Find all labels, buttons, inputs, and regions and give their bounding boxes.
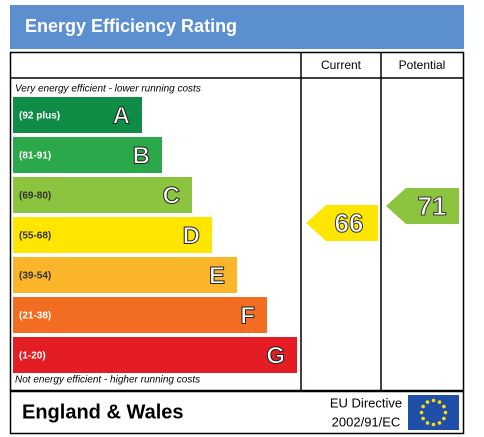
- band-letter: D: [183, 222, 200, 249]
- band-bar: [13, 177, 192, 213]
- eu-star: [421, 404, 425, 409]
- directive-line: EU Directive: [330, 395, 402, 410]
- main-frame: [9, 51, 465, 392]
- header-title: Energy Efficiency Rating: [25, 16, 237, 36]
- band-letter: B: [133, 142, 150, 169]
- current-rating: 66: [335, 208, 364, 238]
- footer-frame: [9, 390, 465, 435]
- band-letter: F: [240, 302, 255, 329]
- band-range: (81-91): [19, 151, 51, 162]
- eu-star: [419, 410, 424, 415]
- band-bar: [13, 297, 267, 333]
- eu-stars: [419, 398, 448, 427]
- band-letter: A: [113, 102, 130, 129]
- potential-rating: 71: [418, 191, 447, 221]
- column-header: Current: [321, 58, 362, 72]
- top-note: Very energy efficient - lower running co…: [15, 84, 201, 95]
- current-arrow: [306, 205, 378, 241]
- directive-line: 2002/91/EC: [332, 414, 401, 429]
- band-bar: [13, 337, 297, 373]
- band-range: (69-80): [19, 191, 51, 202]
- eu-star: [442, 416, 446, 421]
- eu-star: [437, 400, 442, 404]
- bands: (92 plus) A (81-91) B (69-80) C (55-68) D (39-54…: [13, 97, 297, 373]
- header-bar: [10, 5, 464, 49]
- band-letter: G: [266, 342, 285, 369]
- band-bar: [13, 97, 142, 133]
- eu-star: [431, 398, 436, 403]
- band-bar: [13, 137, 162, 173]
- potential-arrow: [386, 188, 459, 224]
- band-range: (92 plus): [19, 111, 60, 122]
- eu-star: [443, 410, 448, 415]
- eu-star: [425, 421, 430, 425]
- band-bar: [13, 257, 237, 293]
- band-range: (21-38): [19, 311, 51, 322]
- column-header: Potential: [399, 58, 446, 72]
- band-letter: E: [209, 262, 225, 289]
- band-letter: C: [163, 182, 180, 209]
- eu-star: [421, 416, 425, 421]
- band-range: (1-20): [19, 351, 46, 362]
- band-range: (39-54): [19, 271, 51, 282]
- eu-star: [425, 400, 430, 404]
- band-range: (55-68): [19, 231, 51, 242]
- eu-star: [431, 422, 436, 427]
- bottom-note: Not energy efficient - higher running co…: [15, 375, 200, 386]
- eu-star: [442, 404, 446, 409]
- footer-region: England & Wales: [22, 401, 184, 423]
- eu-star: [437, 421, 442, 425]
- band-bar: [13, 217, 212, 253]
